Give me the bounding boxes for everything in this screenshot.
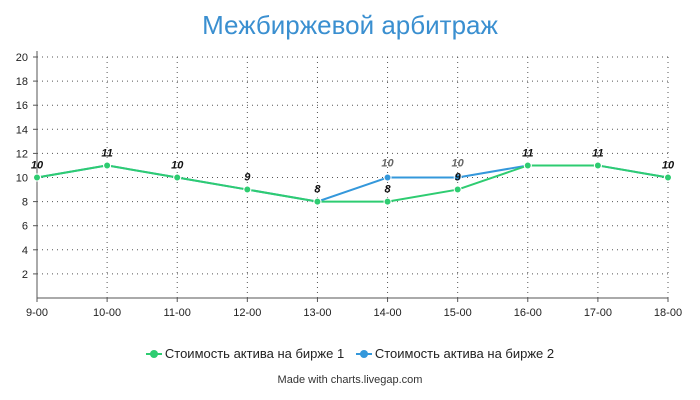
chart-legend: Стоимость актива на бирже 1 Стоимость ак… — [0, 346, 700, 362]
x-tick-label: 11-00 — [164, 307, 191, 319]
legend-swatch-series-1-icon — [145, 349, 162, 359]
y-tick-label: 14 — [16, 124, 28, 136]
series-1-data-label: 11 — [522, 147, 533, 159]
series-1-point — [33, 173, 41, 182]
series-2-line — [36, 164, 669, 203]
y-tick-label: 18 — [16, 76, 28, 88]
y-tick-label: 8 — [22, 197, 28, 209]
legend-label-series-2: Стоимость актива на бирже 2 — [374, 346, 555, 361]
series-2-data-label: 10 — [381, 158, 394, 170]
series-1-point — [313, 197, 322, 206]
chart-title: Межбиржевой арбитраж — [202, 10, 498, 40]
series-1-data-label: 11 — [592, 147, 603, 159]
y-tick-label: 4 — [22, 245, 28, 257]
credit-text: Made with charts.livegap.com — [277, 374, 423, 386]
x-tick-label: 18-00 — [654, 307, 682, 319]
series-1-data-label: 9 — [244, 172, 251, 184]
series-1-data-label: 10 — [31, 160, 44, 172]
series-2-data-label: 10 — [452, 158, 465, 170]
series-1-point — [453, 185, 462, 194]
y-tick-label: 10 — [16, 173, 28, 185]
series-1-point — [383, 197, 392, 206]
y-tick-label: 2 — [22, 269, 28, 281]
series-1-point — [243, 185, 252, 194]
legend-label-series-1: Стоимость актива на бирже 1 — [164, 346, 345, 361]
series-1-point — [593, 161, 602, 170]
series-1-point — [523, 161, 532, 170]
legend-item-series-1[interactable]: Стоимость актива на бирже 1 — [145, 346, 345, 361]
series-1-data-label: 8 — [384, 184, 391, 196]
series-1-data-label: 9 — [455, 172, 462, 184]
x-tick-label: 13-00 — [303, 307, 331, 319]
x-tick-label: 17-00 — [584, 307, 612, 319]
x-tick-label: 15-00 — [444, 307, 472, 319]
series-1-data-label: 10 — [171, 160, 184, 172]
legend-item-series-2[interactable]: Стоимость актива на бирже 2 — [355, 346, 555, 361]
y-tick-label: 6 — [22, 221, 28, 233]
x-tick-label: 12-00 — [233, 307, 261, 319]
series-1-point — [103, 161, 112, 170]
series-1-data-label: 8 — [314, 184, 321, 196]
x-tick-label: 14-00 — [373, 307, 401, 319]
series-1-point — [173, 173, 182, 182]
series-2-point — [383, 173, 392, 182]
y-tick-label: 12 — [16, 148, 28, 160]
x-tick-label: 16-00 — [514, 307, 542, 319]
series-1-data-label: 11 — [101, 147, 112, 159]
legend-swatch-series-2-icon — [355, 349, 372, 359]
series-1-point — [664, 173, 672, 182]
y-tick-label: 16 — [16, 100, 28, 112]
series-1-line — [36, 164, 669, 203]
x-tick-label: 9-00 — [26, 307, 48, 319]
x-tick-label: 10-00 — [93, 307, 121, 319]
series-2-point — [453, 173, 462, 182]
series-1-data-label: 10 — [662, 160, 675, 172]
y-tick-label: 20 — [16, 52, 28, 64]
